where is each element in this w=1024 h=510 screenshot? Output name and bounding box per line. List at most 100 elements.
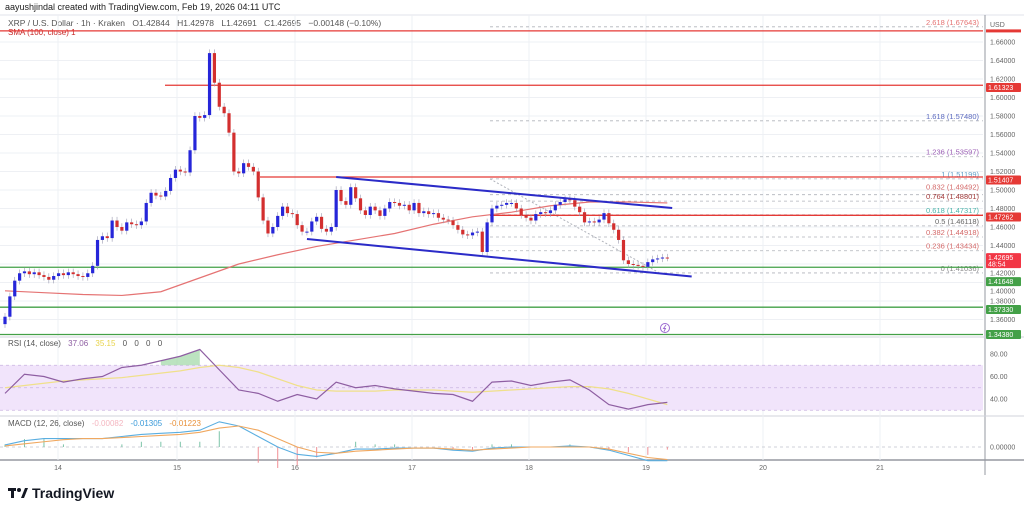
macd-legend[interactable]: MACD (12, 26, close) -0.00082 -0.01305 -… [8,419,206,428]
time-axis-label: 15 [173,465,181,472]
candle-up [164,190,168,197]
candle-down [261,197,265,221]
candle-up [242,163,246,174]
candle-up [349,187,353,205]
candle-down [636,264,640,266]
fib-level-label: 0.618 (1.47317) [926,206,979,215]
candle-down [393,202,397,204]
price-axis-label: 1.52000 [990,169,1015,176]
candle-down [232,132,236,172]
candle-down [582,212,587,223]
candle-up [470,232,475,236]
candle-down [71,272,75,275]
candle-up [276,215,280,227]
macd-axis-label: 0.00000 [990,445,1015,452]
candle-up [505,202,509,205]
price-axis-label: 1.56000 [990,132,1015,139]
candle-down [222,106,226,114]
candle-down [339,190,343,202]
macd-hist-value: -0.00082 [91,419,124,428]
candle-down [578,206,582,213]
candle-down [363,210,367,215]
time-axis-label: 20 [759,465,767,472]
candle-down [154,192,158,196]
candle-up [310,221,314,232]
candle-down [105,236,109,239]
price-tag[interactable] [986,212,1021,222]
candle-up [495,205,499,209]
symbol-legend[interactable]: XRP / U.S. Dollar · 1h · Kraken O1.42844… [8,18,386,28]
candle-down [524,214,528,218]
price-tag[interactable] [986,305,1021,314]
price-axis-label: 1.48000 [990,206,1015,213]
candle-down [631,264,635,265]
fib-level-label: 0.5 (1.46118) [935,217,980,226]
logo-text: TradingView [32,485,115,501]
candle-up [110,220,114,239]
lightning-icon-bolt [662,324,667,332]
candle-up [52,276,56,280]
macd-value: -0.01305 [130,419,163,428]
price-tag-value: 1.41648 [988,279,1013,286]
candle-up [388,202,392,209]
lightning-icon[interactable] [660,323,670,333]
candle-down [354,187,358,199]
candle-down [183,171,187,173]
price-chart[interactable]: 14 15 16 17 18 19 20 21 USD 0 (1.41036) 0.236 (1.4… [0,0,1024,480]
candle-down [324,228,329,232]
rsi-legend[interactable]: RSI (14, close) 37.06 35.15 0 0 0 0 [8,339,167,348]
candle-down [285,206,290,214]
price-tag[interactable] [986,175,1021,185]
candle-down [451,220,455,226]
candle-down [159,195,163,197]
symbol-name[interactable]: XRP / U.S. Dollar · 1h · Kraken [8,18,125,28]
price-tag[interactable] [986,253,1021,269]
candle-down [427,211,431,215]
candle-down [344,201,348,205]
candle-down [529,217,533,221]
candle-down [120,227,124,231]
bar-countdown: 48:54 [988,262,1006,269]
candle-down [217,82,221,107]
candle-up [32,272,36,275]
candle-up [22,271,27,274]
candle-up [139,221,143,226]
tradingview-logo[interactable]: TradingView [8,485,114,501]
candle-up [95,239,100,266]
channel-lower-line [306,238,692,278]
sma-legend[interactable]: SMA (100, close) 1 [8,28,76,37]
candle-up [563,199,567,203]
candle-down [266,220,270,234]
price-tag[interactable] [986,83,1021,92]
price-tag-value: 1.37330 [988,307,1013,314]
candle-down [47,276,51,280]
price-tag[interactable] [986,277,1021,287]
candle-up [548,210,553,214]
price-tag[interactable] [986,329,1021,339]
signal-line [4,425,668,461]
candle-down [81,276,85,278]
lightning-icon-circle [660,323,670,333]
price-tag [986,29,1021,33]
ohlc-high: H1.42978 [177,18,214,28]
candle-up [383,208,387,216]
candle-down [436,213,441,218]
candle-up [280,206,285,216]
sma-100-line [4,201,668,297]
candle-up [553,204,557,211]
candle-down [115,220,119,227]
candle-down [373,206,377,211]
channel-upper-line [336,176,673,210]
fib-level-label: 2.618 (1.67643) [926,18,979,27]
price-axis-label: 1.46000 [990,225,1015,232]
rsi-axis-label: 40.00 [990,397,1008,404]
time-axis-label: 14 [54,465,62,472]
candle-up [539,212,543,215]
candle-up [100,236,104,240]
price-tag-value: 1.42695 [988,255,1013,262]
candle-up [329,227,333,232]
candle-down [251,166,255,172]
signal-value: -0.01223 [169,419,201,428]
price-tag-value: 1.34380 [988,332,1013,339]
candle-up [125,222,129,231]
